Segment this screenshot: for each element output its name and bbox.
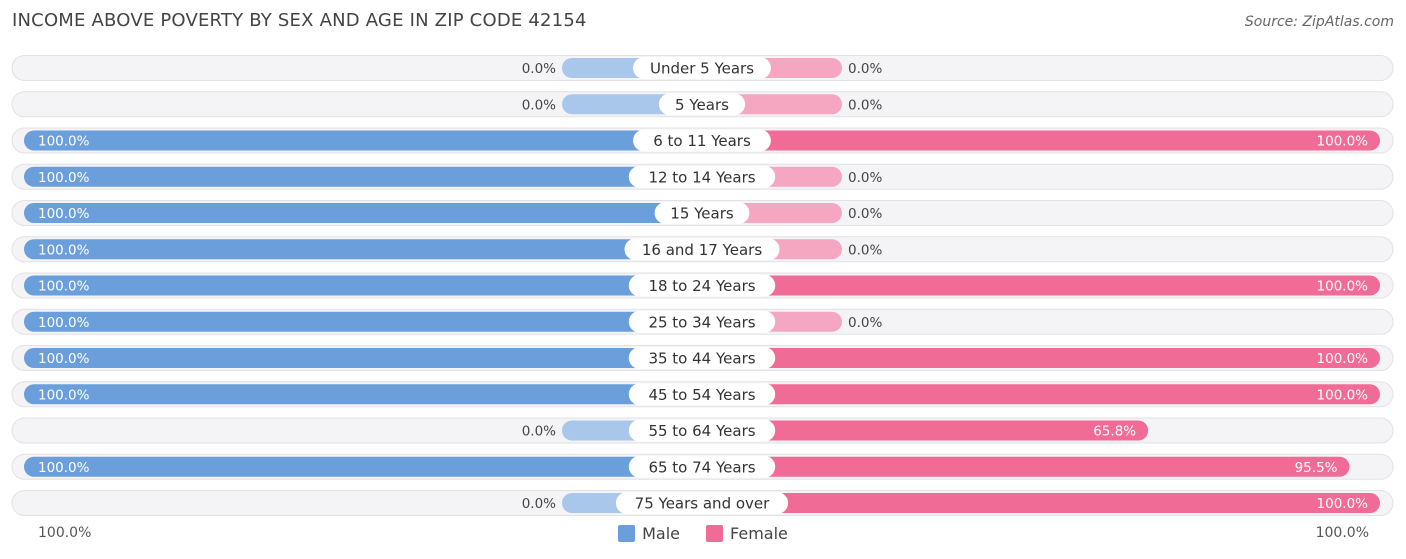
bar-female-45-to-54-years <box>702 384 1380 405</box>
value-label-male-18-to-24-years: 100.0% <box>38 279 90 295</box>
legend-item-male: Male <box>618 524 680 543</box>
bar-male-18-to-24-years <box>24 275 702 296</box>
category-label-18-to-24-years: 18 to 24 Years <box>648 277 755 295</box>
category-pill-under-5-years <box>633 57 771 79</box>
value-label-male-12-to-14-years: 100.0% <box>38 170 90 186</box>
bar-male-12-to-14-years <box>24 166 702 187</box>
value-label-female-5-years: 0.0% <box>848 97 882 113</box>
bar-female-55-to-64-years <box>702 420 1149 441</box>
chart-title: INCOME ABOVE POVERTY BY SEX AND AGE IN Z… <box>12 10 587 31</box>
category-pill-15-years <box>654 202 750 224</box>
value-label-male-15-years: 100.0% <box>38 206 90 222</box>
legend-swatch-male <box>618 525 636 542</box>
bar-female-35-to-44-years <box>702 348 1380 368</box>
category-label-75-years-and-over: 75 Years and over <box>635 495 770 513</box>
value-label-male-45-to-54-years: 100.0% <box>38 387 90 403</box>
value-label-female-18-to-24-years: 100.0% <box>1317 279 1369 295</box>
source-note: Source: ZipAtlas.com <box>1244 14 1394 30</box>
value-label-female-35-to-44-years: 100.0% <box>1317 351 1369 367</box>
category-label-35-to-44-years: 35 to 44 Years <box>648 350 755 368</box>
bar-female-6-to-11-years <box>702 130 1380 151</box>
category-pill-12-to-14-years <box>628 165 776 188</box>
bar-male-45-to-54-years <box>24 384 702 405</box>
value-label-male-25-to-34-years: 100.0% <box>38 315 90 331</box>
category-pill-35-to-44-years <box>628 347 776 369</box>
value-label-female-25-to-34-years: 0.0% <box>848 315 882 331</box>
axis-label-right: 100.0% <box>1315 525 1369 541</box>
category-label-12-to-14-years: 12 to 14 Years <box>648 168 755 186</box>
value-label-male-16-and-17-years: 100.0% <box>38 242 90 258</box>
category-label-65-to-74-years: 65 to 74 Years <box>648 458 755 476</box>
category-pill-18-to-24-years <box>628 274 776 297</box>
value-label-male-65-to-74-years: 100.0% <box>38 460 90 476</box>
legend-label-female: Female <box>730 524 788 543</box>
category-pill-5-years <box>658 93 746 116</box>
bar-female-75-years-and-over <box>702 493 1380 513</box>
category-pill-16-and-17-years <box>624 238 780 261</box>
category-pill-6-to-11-years <box>633 129 771 152</box>
category-label-16-and-17-years: 16 and 17 Years <box>642 241 762 259</box>
legend-item-female: Female <box>706 524 788 543</box>
bar-male-35-to-44-years <box>24 348 702 368</box>
bar-male-15-years <box>24 203 702 223</box>
value-label-female-6-to-11-years: 100.0% <box>1317 134 1369 150</box>
category-label-15-years: 15 Years <box>670 205 734 223</box>
category-label-under-5-years: Under 5 Years <box>650 60 754 78</box>
bar-male-16-and-17-years <box>24 239 702 260</box>
value-label-female-45-to-54-years: 100.0% <box>1317 387 1369 403</box>
legend-swatch-female <box>706 525 724 542</box>
value-label-male-5-years: 0.0% <box>522 97 556 113</box>
bar-female-18-to-24-years <box>702 275 1380 296</box>
legend: Male Female <box>0 524 1406 543</box>
value-label-male-35-to-44-years: 100.0% <box>38 351 90 367</box>
value-label-female-under-5-years: 0.0% <box>848 61 882 77</box>
category-label-55-to-64-years: 55 to 64 Years <box>648 422 755 440</box>
axis-label-left: 100.0% <box>38 525 92 541</box>
category-label-5-years: 5 Years <box>675 96 729 114</box>
legend-label-male: Male <box>642 524 681 543</box>
value-label-female-16-and-17-years: 0.0% <box>848 242 882 258</box>
value-label-female-12-to-14-years: 0.0% <box>848 170 882 186</box>
category-label-45-to-54-years: 45 to 54 Years <box>648 386 755 404</box>
bar-male-25-to-34-years <box>24 311 702 332</box>
value-label-male-55-to-64-years: 0.0% <box>522 424 556 440</box>
diverging-bar-chart: Under 5 Years 0.0% 0.0% 5 Years 0.0% 0.0% 6 to… <box>11 55 1394 516</box>
category-pill-75-years-and-over <box>615 492 789 514</box>
category-pill-45-to-54-years <box>628 383 776 406</box>
value-label-female-55-to-64-years: 65.8% <box>1093 424 1136 440</box>
bar-male-65-to-74-years <box>24 456 702 477</box>
value-label-female-15-years: 0.0% <box>848 206 882 222</box>
value-label-male-under-5-years: 0.0% <box>522 61 556 77</box>
bar-male-6-to-11-years <box>24 130 702 151</box>
value-label-male-6-to-11-years: 100.0% <box>38 134 90 150</box>
value-label-female-75-years-and-over: 100.0% <box>1317 496 1369 512</box>
category-pill-25-to-34-years <box>628 310 776 333</box>
category-pill-55-to-64-years <box>628 419 776 442</box>
bar-female-65-to-74-years <box>702 456 1350 477</box>
category-label-6-to-11-years: 6 to 11 Years <box>653 132 751 150</box>
category-label-25-to-34-years: 25 to 34 Years <box>648 313 755 331</box>
value-label-male-75-years-and-over: 0.0% <box>522 496 556 512</box>
category-pill-65-to-74-years <box>628 455 776 478</box>
value-label-female-65-to-74-years: 95.5% <box>1295 460 1338 476</box>
